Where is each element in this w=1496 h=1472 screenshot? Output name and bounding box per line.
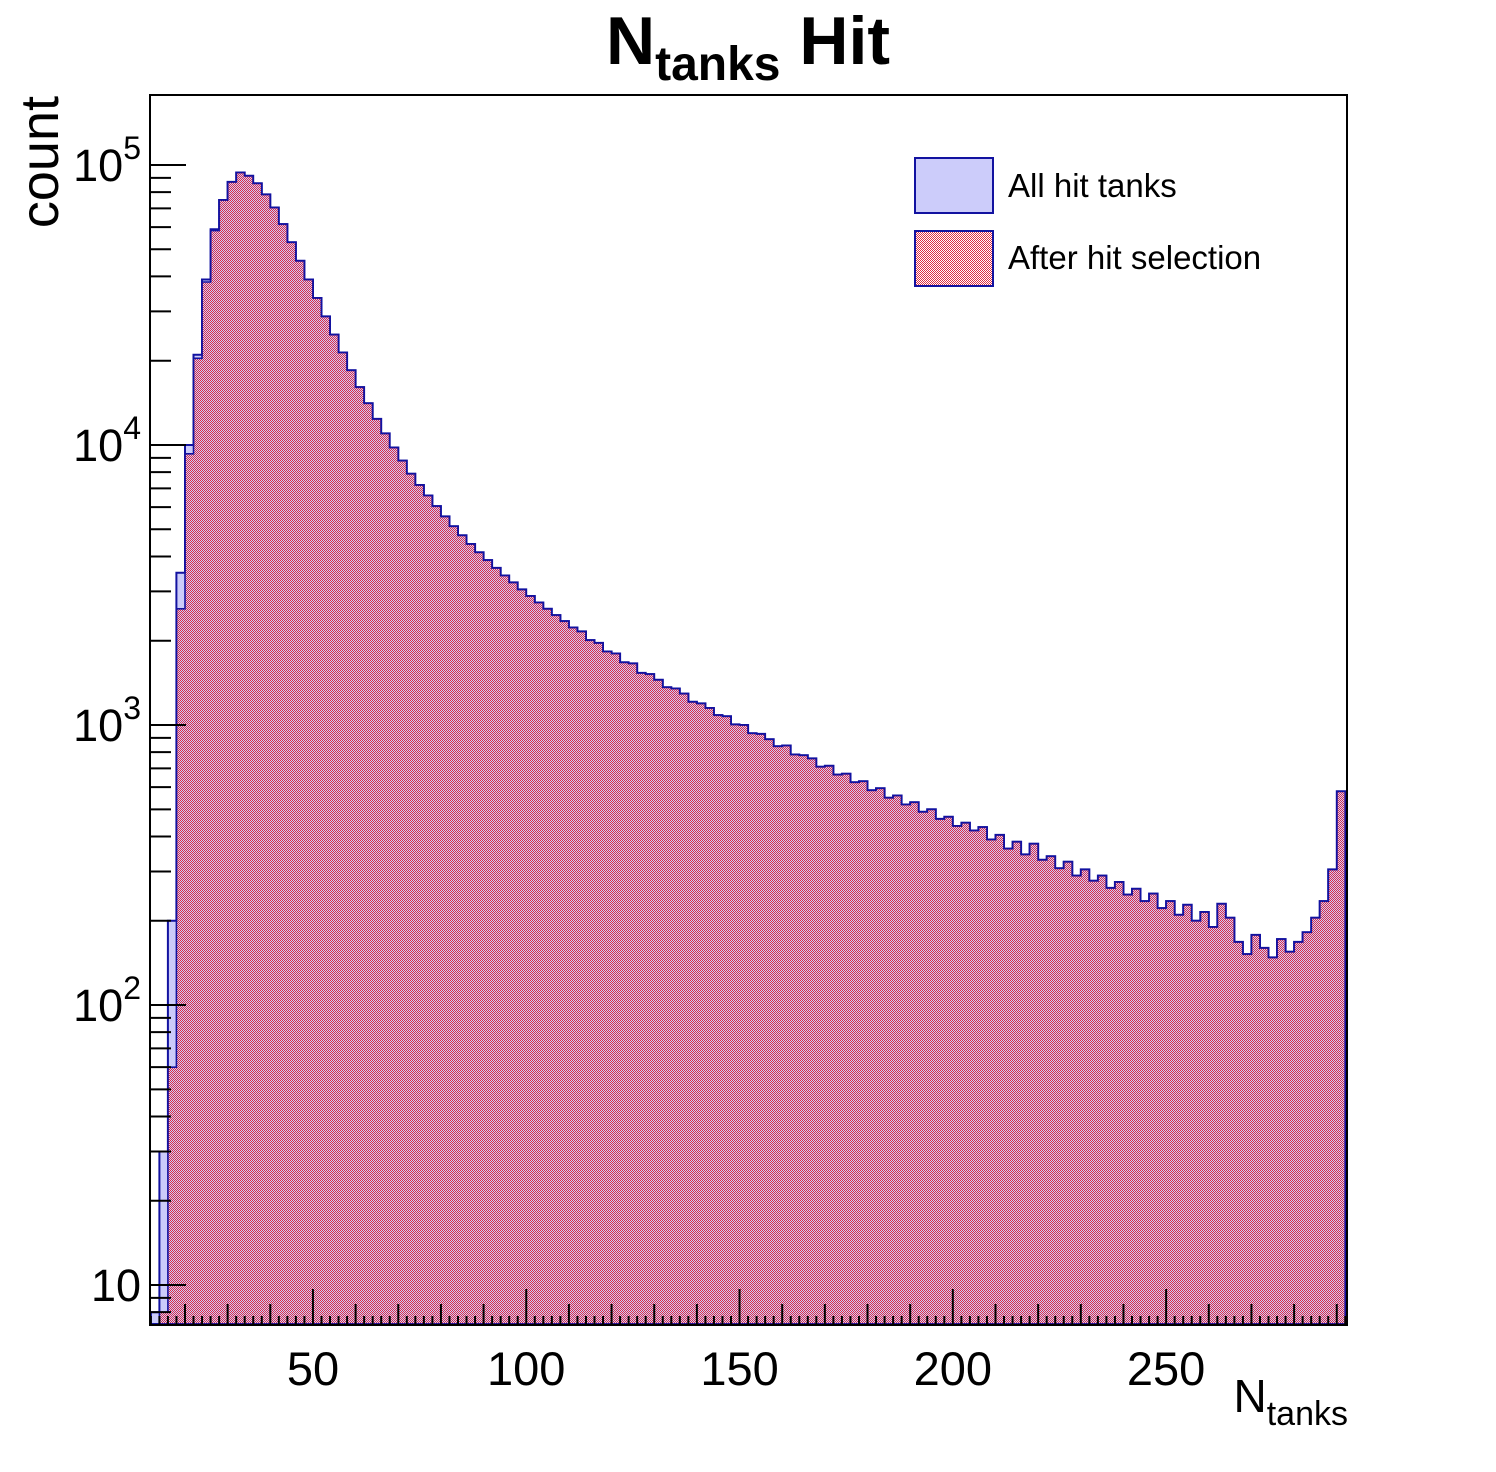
x-tick-label: 200 (914, 1342, 992, 1395)
legend-label-after-hit-selection: After hit selection (1008, 239, 1261, 276)
y-axis-title: count (10, 96, 70, 228)
y-tick-label: 102 (73, 970, 141, 1031)
x-tick-labels: 50 100 150 200 250 (287, 1342, 1206, 1395)
y-tick-label: 105 (73, 130, 141, 191)
y-tick-label: 104 (73, 410, 141, 471)
y-tick-labels: 10 102 103 104 105 (73, 130, 141, 1311)
x-tick-label: 150 (700, 1342, 778, 1395)
x-axis-title: Ntanks (1234, 1370, 1349, 1433)
y-tick-label: 103 (73, 690, 141, 751)
x-tick-label: 250 (1127, 1342, 1205, 1395)
axis-ticks (149, 164, 1347, 1325)
x-tick-label: 100 (487, 1342, 565, 1395)
legend-label-all-hit-tanks: All hit tanks (1008, 167, 1177, 204)
chart-title: Ntanks Hit (606, 3, 890, 91)
y-tick-label: 10 (91, 1260, 141, 1311)
legend-swatch-all-hit-tanks (914, 157, 994, 214)
x-tick-label: 50 (287, 1342, 339, 1395)
legend: All hit tanks After hit selection (914, 157, 1261, 287)
histogram-after-hit-selection (150, 171, 1347, 1325)
legend-swatch-after-hit-selection (914, 230, 994, 287)
